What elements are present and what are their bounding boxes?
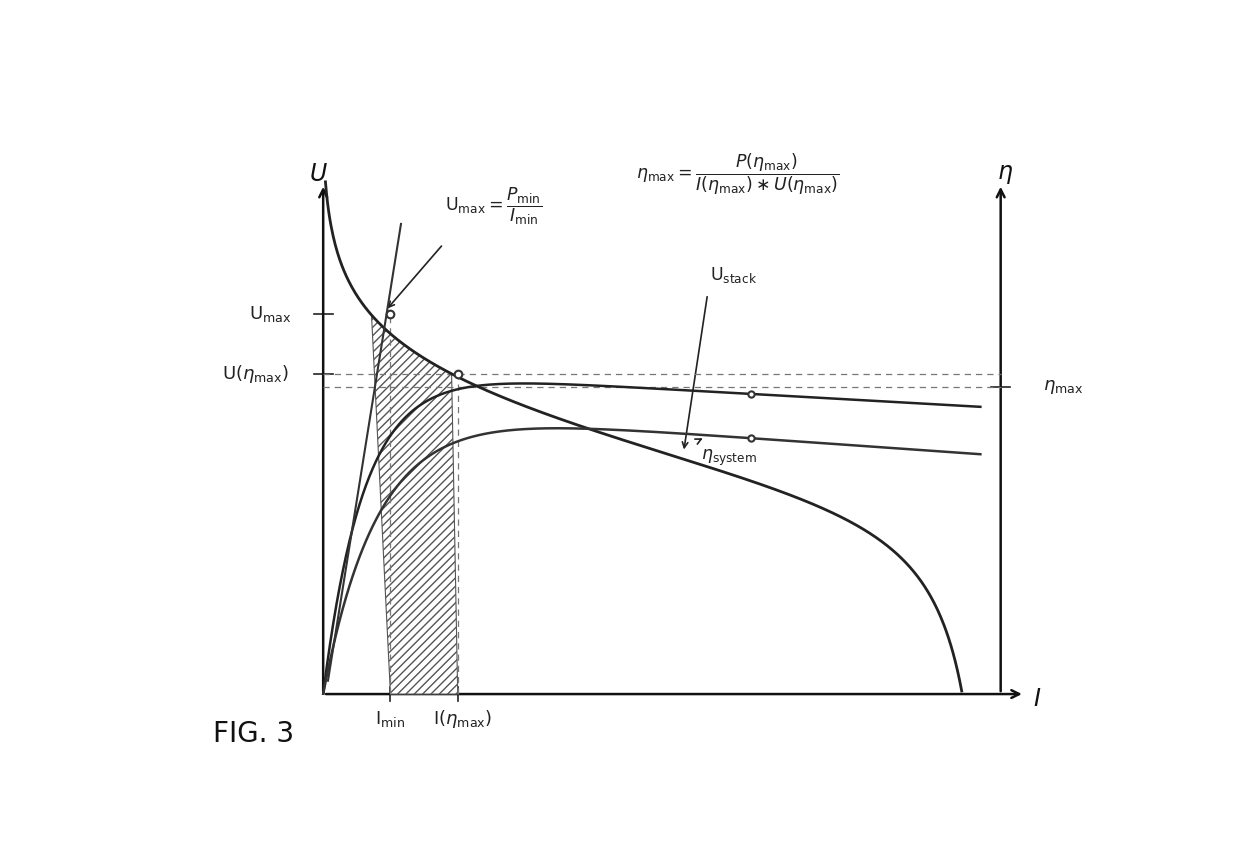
Text: U$_{\mathregular{max}}$: U$_{\mathregular{max}}$	[249, 304, 291, 324]
Text: U$_{\mathregular{max}}=\dfrac{P_{\mathregular{min}}}{I_{\mathregular{min}}}$: U$_{\mathregular{max}}=\dfrac{P_{\mathre…	[445, 186, 542, 227]
Polygon shape	[372, 315, 458, 694]
Text: I$_{\mathregular{min}}$: I$_{\mathregular{min}}$	[376, 709, 405, 729]
Text: $\eta$: $\eta$	[997, 162, 1013, 186]
Text: I: I	[1034, 688, 1040, 711]
Text: U: U	[310, 162, 327, 186]
Text: U($\eta_{\mathregular{max}}$): U($\eta_{\mathregular{max}}$)	[222, 363, 289, 385]
Text: $\eta_{\mathregular{max}}=\dfrac{P(\eta_{\mathregular{max}})}{I(\eta_{\mathregul: $\eta_{\mathregular{max}}=\dfrac{P(\eta_…	[635, 152, 839, 197]
Text: $\eta_{\mathregular{max}}$: $\eta_{\mathregular{max}}$	[1043, 378, 1084, 397]
Text: $\eta_{\mathregular{system}}$: $\eta_{\mathregular{system}}$	[701, 448, 756, 468]
Text: I($\eta_{\mathregular{max}}$): I($\eta_{\mathregular{max}}$)	[433, 708, 492, 730]
Text: U$_{\mathregular{stack}}$: U$_{\mathregular{stack}}$	[711, 265, 758, 285]
Text: FIG. 3: FIG. 3	[213, 720, 294, 748]
